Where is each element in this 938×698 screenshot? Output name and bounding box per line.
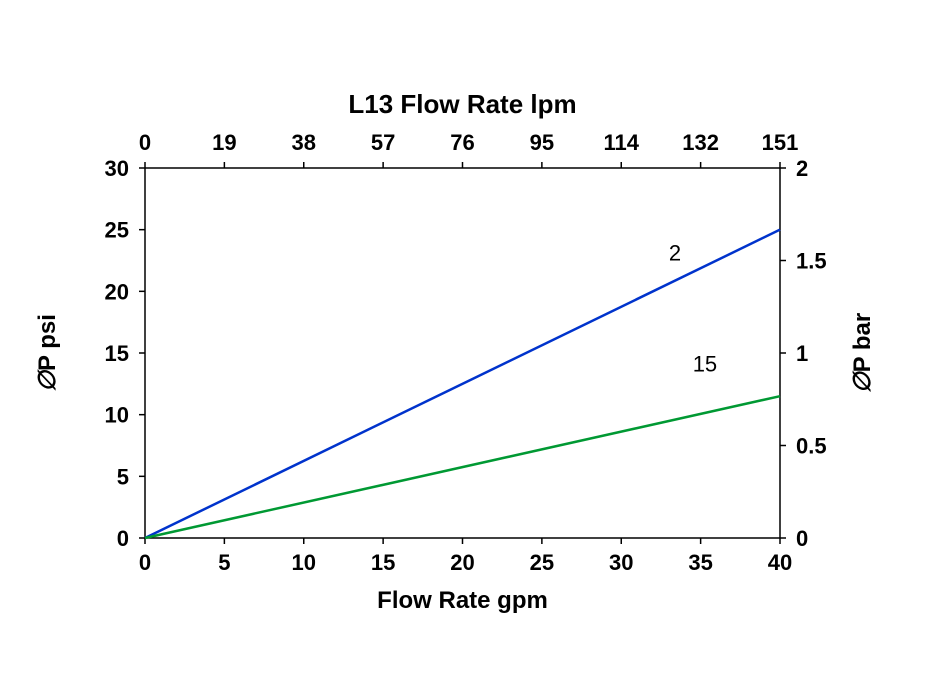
series-line-15 (145, 396, 780, 538)
x-top-tick-label: 114 (604, 130, 640, 155)
x-bottom-tick-label: 20 (450, 550, 474, 575)
x-bottom-tick-label: 0 (139, 550, 151, 575)
x-top-tick-label: 132 (682, 130, 719, 155)
x-bottom-tick-label: 35 (688, 550, 712, 575)
x-top-tick-label: 19 (212, 130, 236, 155)
x-top-tick-label: 76 (450, 130, 474, 155)
y-left-tick-label: 20 (105, 279, 129, 304)
y-left-tick-label: 5 (117, 464, 129, 489)
y-left-axis-label: ∅P psi (34, 314, 61, 392)
y-right-tick-label: 0 (796, 526, 808, 551)
x-bottom-tick-label: 5 (218, 550, 230, 575)
x-top-tick-label: 95 (530, 130, 554, 155)
series-label-2: 2 (669, 241, 681, 266)
x-bottom-tick-label: 10 (292, 550, 316, 575)
x-bottom-tick-label: 40 (768, 550, 792, 575)
chart-container: 0510152025303540019385776951141321510510… (0, 0, 938, 698)
x-axis-label: Flow Rate gpm (377, 587, 548, 614)
y-left-tick-label: 0 (117, 526, 129, 551)
y-right-tick-label: 1 (796, 341, 808, 366)
y-left-tick-label: 10 (105, 403, 129, 428)
series-line-2 (145, 230, 780, 538)
y-left-tick-label: 25 (105, 218, 129, 243)
series-label-15: 15 (693, 352, 717, 377)
y-right-axis-label: ∅P bar (849, 313, 876, 394)
x-bottom-tick-label: 25 (530, 550, 554, 575)
y-left-tick-label: 30 (105, 156, 129, 181)
y-left-tick-label: 15 (105, 341, 129, 366)
x-top-tick-label: 57 (371, 130, 395, 155)
y-right-tick-label: 0.5 (796, 434, 827, 459)
line-chart: 0510152025303540019385776951141321510510… (0, 0, 938, 698)
y-right-tick-label: 1.5 (796, 249, 827, 274)
x-top-tick-label: 0 (139, 130, 151, 155)
x-top-tick-label: 38 (292, 130, 316, 155)
x-bottom-tick-label: 30 (609, 550, 633, 575)
y-right-tick-label: 2 (796, 156, 808, 181)
chart-title-top: L13 Flow Rate lpm (348, 89, 576, 119)
x-top-tick-label: 151 (762, 130, 799, 155)
x-bottom-tick-label: 15 (371, 550, 395, 575)
